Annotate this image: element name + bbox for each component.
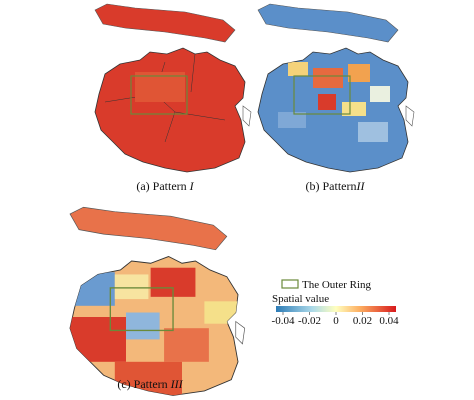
ring-label: The Outer Ring [302, 279, 372, 291]
colorbar [276, 306, 396, 312]
tick-label: 0.02 [353, 315, 372, 327]
caption-label: (b) Pattern [306, 179, 357, 193]
tick-label: 0 [333, 315, 339, 327]
map-c [69, 206, 246, 396]
map-a [94, 3, 252, 173]
legend-title: Spatial value [272, 293, 329, 305]
tick-label: -0.02 [298, 315, 321, 327]
caption-a: (a) Pattern I [136, 179, 194, 193]
caption-b: (b) PatternII [306, 179, 366, 193]
map-b [257, 3, 415, 173]
tick-label: -0.04 [272, 315, 295, 327]
caption-numeral: II [355, 179, 365, 193]
legend: The Outer Ring Spatial value -0.04 -0.02 0… [272, 279, 400, 327]
caption-label: (c) Pattern [117, 377, 170, 391]
caption-label: (a) Pattern [136, 179, 189, 193]
caption-c: (c) Pattern III [117, 377, 183, 391]
caption-numeral: I [189, 179, 195, 193]
tick-label: 0.04 [379, 315, 399, 327]
caption-numeral: III [170, 377, 184, 391]
ring-swatch [281, 279, 299, 289]
